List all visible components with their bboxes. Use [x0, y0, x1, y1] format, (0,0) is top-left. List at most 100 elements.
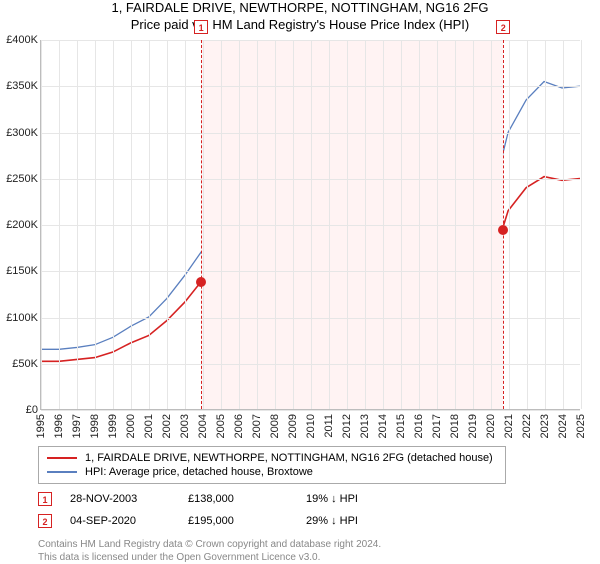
gridline-v: [401, 40, 402, 409]
footer-attribution: Contains HM Land Registry data © Crown c…: [38, 538, 600, 564]
x-axis-tick-label: 2014: [377, 414, 389, 438]
x-axis-tick-label: 2022: [521, 414, 533, 438]
marker-dot-2: [498, 225, 508, 235]
x-axis-tick-label: 2002: [161, 414, 173, 438]
transaction-diff: 19% ↓ HPI: [306, 493, 406, 505]
y-axis-tick-label: £200K: [6, 219, 40, 231]
transaction-diff: 29% ↓ HPI: [306, 515, 406, 527]
x-axis-tick-label: 2016: [413, 414, 425, 438]
gridline-v: [365, 40, 366, 409]
transaction-date: 04-SEP-2020: [70, 515, 170, 527]
gridline-v: [545, 40, 546, 409]
gridline-v: [131, 40, 132, 409]
x-axis-tick-label: 2021: [503, 414, 515, 438]
transaction-price: £138,000: [188, 493, 288, 505]
y-axis-tick-label: £300K: [6, 127, 40, 139]
legend-item: 1, FAIRDALE DRIVE, NEWTHORPE, NOTTINGHAM…: [47, 451, 497, 465]
transaction-date: 28-NOV-2003: [70, 493, 170, 505]
gridline-v: [59, 40, 60, 409]
legend-label: HPI: Average price, detached house, Brox…: [85, 466, 313, 478]
gridline-v: [95, 40, 96, 409]
x-axis-tick-label: 2017: [431, 414, 443, 438]
marker-dot-1: [196, 277, 206, 287]
gridline-v: [221, 40, 222, 409]
legend-item: HPI: Average price, detached house, Brox…: [47, 465, 497, 479]
x-axis-tick-label: 2007: [251, 414, 263, 438]
gridline-v: [437, 40, 438, 409]
x-axis-tick-label: 2019: [467, 414, 479, 438]
gridline-v: [293, 40, 294, 409]
gridline-v: [311, 40, 312, 409]
gridline-v: [347, 40, 348, 409]
gridline-v: [527, 40, 528, 409]
transaction-row: 2 04-SEP-2020 £195,000 29% ↓ HPI: [38, 514, 600, 528]
footer-line-2: This data is licensed under the Open Gov…: [38, 551, 600, 564]
gridline-v: [581, 40, 582, 409]
x-axis-tick-label: 1998: [89, 414, 101, 438]
transaction-price: £195,000: [188, 515, 288, 527]
x-axis-tick-label: 2005: [215, 414, 227, 438]
y-axis-tick-label: £150K: [6, 265, 40, 277]
x-axis-tick-label: 1997: [71, 414, 83, 438]
legend-swatch: [47, 457, 77, 459]
gridline-v: [491, 40, 492, 409]
gridline-v: [113, 40, 114, 409]
legend-swatch: [47, 471, 77, 473]
transaction-row: 1 28-NOV-2003 £138,000 19% ↓ HPI: [38, 492, 600, 506]
marker-box-1: 1: [194, 20, 208, 34]
x-axis-tick-label: 2008: [269, 414, 281, 438]
chart-title: 1, FAIRDALE DRIVE, NEWTHORPE, NOTTINGHAM…: [0, 0, 600, 15]
gridline-v: [257, 40, 258, 409]
y-axis-tick-label: £250K: [6, 173, 40, 185]
x-axis-tick-label: 2025: [575, 414, 587, 438]
y-axis-tick-label: £350K: [6, 80, 40, 92]
x-axis-tick-label: 2012: [341, 414, 353, 438]
gridline-v: [275, 40, 276, 409]
y-axis-tick-label: £100K: [6, 312, 40, 324]
x-axis-tick-label: 1996: [53, 414, 65, 438]
gridline-v: [563, 40, 564, 409]
transaction-marker-1: 1: [38, 492, 52, 506]
legend: 1, FAIRDALE DRIVE, NEWTHORPE, NOTTINGHAM…: [38, 446, 506, 484]
gridline-v: [203, 40, 204, 409]
transaction-marker-2: 2: [38, 514, 52, 528]
gridline-v: [383, 40, 384, 409]
gridline-v: [473, 40, 474, 409]
gridline-v: [329, 40, 330, 409]
x-axis-tick-label: 2001: [143, 414, 155, 438]
x-axis-tick-label: 2011: [323, 414, 335, 438]
x-axis-tick-label: 2004: [197, 414, 209, 438]
gridline-v: [419, 40, 420, 409]
x-axis-tick-label: 2009: [287, 414, 299, 438]
marker-box-2: 2: [496, 20, 510, 34]
gridline-v: [239, 40, 240, 409]
chart-area: 12 £0£50K£100K£150K£200K£250K£300K£350K£…: [40, 40, 580, 410]
x-axis-tick-label: 2006: [233, 414, 245, 438]
y-axis-tick-label: £400K: [6, 34, 40, 46]
gridline-v: [77, 40, 78, 409]
x-axis-tick-label: 1995: [35, 414, 47, 438]
gridline-v: [509, 40, 510, 409]
gridline-v: [149, 40, 150, 409]
legend-label: 1, FAIRDALE DRIVE, NEWTHORPE, NOTTINGHAM…: [85, 452, 493, 464]
gridline-v: [455, 40, 456, 409]
plot-region: 12: [40, 40, 580, 410]
x-axis-tick-label: 2010: [305, 414, 317, 438]
y-axis-tick-label: £50K: [12, 358, 40, 370]
x-axis-tick-label: 2023: [539, 414, 551, 438]
transactions-list: 1 28-NOV-2003 £138,000 19% ↓ HPI 2 04-SEP-202…: [0, 492, 600, 528]
gridline-h: [41, 410, 580, 411]
x-axis-tick-label: 2015: [395, 414, 407, 438]
x-axis-tick-label: 2013: [359, 414, 371, 438]
gridline-v: [41, 40, 42, 409]
x-axis-tick-label: 2000: [125, 414, 137, 438]
x-axis-tick-label: 2024: [557, 414, 569, 438]
x-axis-tick-label: 2020: [485, 414, 497, 438]
footer-line-1: Contains HM Land Registry data © Crown c…: [38, 538, 600, 551]
gridline-v: [185, 40, 186, 409]
x-axis-tick-label: 2003: [179, 414, 191, 438]
x-axis-tick-label: 2018: [449, 414, 461, 438]
gridline-v: [167, 40, 168, 409]
marker-line-1: [201, 40, 202, 409]
x-axis-tick-label: 1999: [107, 414, 119, 438]
